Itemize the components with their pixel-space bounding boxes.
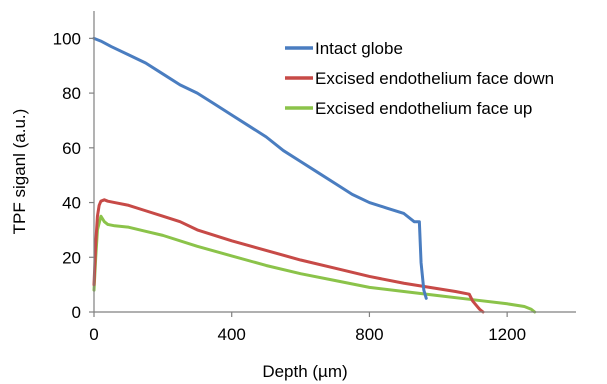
plot-lines: [92, 36, 537, 314]
legend-label: Excised endothelium face down: [315, 69, 554, 88]
ticks: 0 20 40 60 80 100 0 400 800 1200: [53, 29, 526, 344]
series-line-2: [92, 198, 485, 314]
legend-label: Excised endothelium face up: [315, 99, 532, 118]
x-tick-label: 1200: [488, 325, 526, 344]
y-tick-label: 20: [62, 248, 81, 267]
x-tick-label: 0: [89, 325, 98, 344]
series-line-3: [92, 214, 537, 314]
y-tick-label: 100: [53, 29, 81, 48]
x-tick-label: 800: [355, 325, 383, 344]
legend: Intact globe Excised endothelium face dow…: [285, 39, 554, 118]
legend-label: Intact globe: [315, 39, 403, 58]
y-tick-label: 60: [62, 139, 81, 158]
y-tick-label: 0: [72, 303, 81, 322]
y-tick-label: 40: [62, 194, 81, 213]
y-tick-label: 80: [62, 84, 81, 103]
axes: [93, 11, 576, 313]
series-line-1: [92, 36, 428, 300]
x-axis-title: Depth (µm): [262, 362, 347, 381]
y-axis-title: TPF siganl (a.u.): [10, 109, 29, 235]
x-tick-label: 400: [218, 325, 246, 344]
